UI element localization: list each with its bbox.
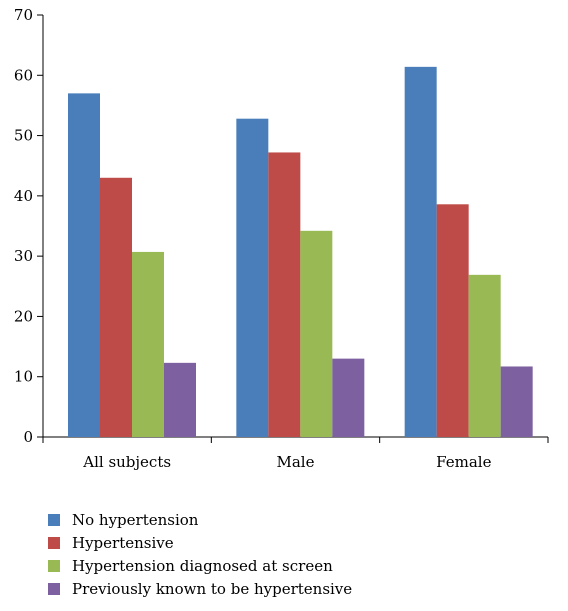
y-tick-label: 30: [14, 247, 33, 265]
y-tick-label: 20: [14, 307, 33, 325]
x-category-label: Female: [436, 453, 491, 471]
bar-hypertension-diagnosed-at-screen-male: [300, 230, 333, 437]
y-axis: 0 10 20 30 40 50 60 70: [14, 6, 44, 446]
y-tick-label: 40: [14, 187, 33, 205]
bar-previously-known-to-be-hypertensive-male: [332, 358, 365, 437]
legend-swatch: [48, 559, 60, 572]
legend-item: Previously known to be hypertensive: [48, 577, 352, 600]
bar-no-hypertension-male: [236, 118, 269, 437]
legend-label: Hypertension diagnosed at screen: [72, 556, 333, 575]
y-tick-label: 10: [14, 368, 33, 386]
legend-item: Hypertensive: [48, 531, 352, 554]
legend-label: Hypertensive: [72, 533, 174, 552]
x-category-label: Male: [277, 453, 315, 471]
legend-swatch: [48, 536, 60, 549]
bar-previously-known-to-be-hypertensive-female: [500, 366, 533, 437]
legend-label: No hypertension: [72, 510, 199, 529]
y-tick-label: 0: [23, 428, 33, 446]
bar-chart: 0 10 20 30 40 50 60 70 All subjects Male Female: [14, 6, 549, 471]
bar-hypertensive-female: [436, 204, 469, 437]
bar-hypertensive-all-subjects: [100, 177, 132, 437]
y-tick-label: 60: [14, 66, 33, 84]
x-axis: All subjects Male Female: [42, 436, 549, 471]
bar-no-hypertension-all-subjects: [68, 93, 100, 437]
legend-item: No hypertension: [48, 508, 352, 531]
bar-no-hypertension-female: [404, 66, 437, 438]
bar-previously-known-to-be-hypertensive-all-subjects: [164, 362, 196, 437]
bars: [68, 66, 533, 438]
legend: No hypertension Hypertensive Hypertension …: [48, 508, 352, 600]
legend-label: Previously known to be hypertensive: [72, 579, 353, 598]
bar-hypertension-diagnosed-at-screen-female: [468, 274, 501, 437]
bar-hypertensive-male: [268, 152, 301, 438]
y-tick-label: 70: [14, 6, 33, 24]
x-category-label: All subjects: [82, 453, 171, 471]
legend-item: Hypertension diagnosed at screen: [48, 554, 352, 577]
legend-swatch: [48, 582, 60, 595]
legend-swatch: [48, 513, 60, 526]
y-tick-label: 50: [14, 127, 33, 145]
bar-hypertension-diagnosed-at-screen-all-subjects: [132, 251, 164, 437]
